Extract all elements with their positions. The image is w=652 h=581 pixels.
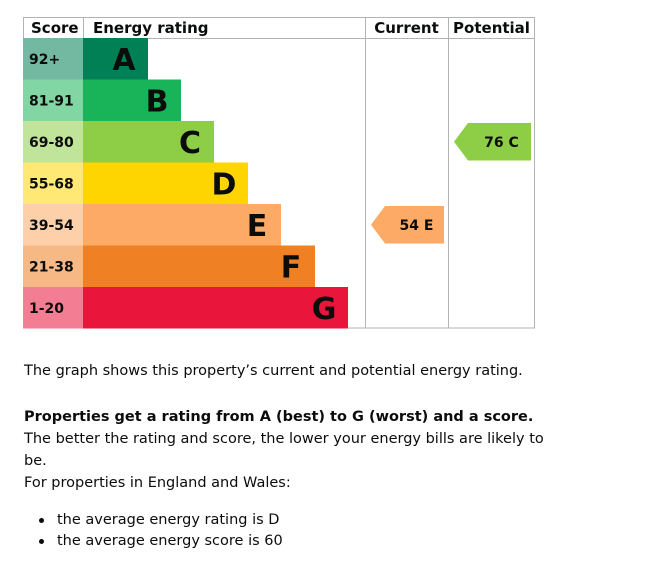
score-range-label: 21-38 [29,259,74,275]
rating-letter: A [112,43,136,78]
header-score: Score [31,19,79,37]
score-cell [23,287,83,329]
score-range-label: 55-68 [29,176,74,192]
score-cell [23,245,83,287]
rating-letter: D [212,167,237,202]
average-rating-list: the average energy rating is D the avera… [24,510,283,552]
header-current: Current [374,19,439,37]
rating-explanation-rest: The better the rating and score, the low… [24,431,544,469]
header-potential: Potential [453,19,530,37]
score-cell [23,121,83,163]
current-rating-label: 54 E [400,218,434,234]
rating-bar [83,204,281,246]
rating-bar [83,79,181,121]
score-cell [23,162,83,204]
average-score-item: the average energy score is 60 [24,531,283,552]
energy-rating-chart: Score Energy rating Current Potential 92+ A 81… [23,17,535,329]
rating-explanation: Properties get a rating from A (best) to… [24,406,564,472]
rating-letter: E [247,209,268,244]
rating-bar [83,38,148,80]
rating-explanation-bold: Properties get a rating from A (best) to… [24,409,534,425]
rating-bar [83,162,248,204]
score-range-label: 69-80 [29,135,74,151]
score-range-label: 39-54 [29,218,74,234]
score-range-label: 92+ [29,52,60,68]
score-cell [23,38,83,80]
score-range-label: 81-91 [29,93,74,109]
region-intro-text: For properties in England and Wales: [24,475,291,491]
current-rating-marker [371,206,444,244]
rating-letter: B [146,84,169,119]
rating-letter: C [179,126,201,161]
rating-letter: F [281,250,302,285]
rating-bar [83,121,214,163]
potential-rating-label: 76 C [484,135,519,151]
chart-summary-text: The graph shows this property’s current … [24,363,523,379]
rating-bar [83,287,348,329]
header-energy-rating: Energy rating [93,19,208,37]
score-range-label: 1-20 [29,301,64,317]
average-rating-item: the average energy rating is D [24,510,283,531]
potential-rating-marker [454,123,531,161]
score-cell [23,204,83,246]
rating-bar [83,245,315,287]
rating-letter: G [312,292,337,327]
score-cell [23,79,83,121]
